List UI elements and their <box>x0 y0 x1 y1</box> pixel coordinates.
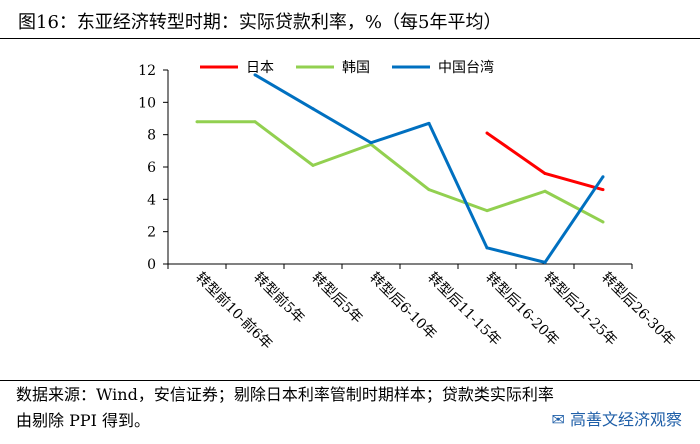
data-point <box>601 188 605 192</box>
x-tick-label: 转型后5年 <box>308 270 365 327</box>
y-tick-label: 4 <box>147 192 156 208</box>
data-point <box>253 73 257 77</box>
source-line-2: 由剔除 PPI 得到。 <box>16 411 151 430</box>
data-point <box>253 120 257 124</box>
data-point <box>369 141 373 145</box>
data-point <box>485 131 489 135</box>
data-point <box>311 163 315 167</box>
legend-label: 中国台湾 <box>438 59 494 76</box>
source-note: 数据来源：Wind，安信证券；剔除日本利率管制时期样本；贷款类实际利率 由剔除 … <box>16 382 686 434</box>
x-tick-label: 转型前5年 <box>250 269 308 327</box>
top-rule <box>0 38 700 39</box>
source-line-1: 数据来源：Wind，安信证券；剔除日本利率管制时期样本；贷款类实际利率 <box>16 385 554 404</box>
data-point <box>311 107 315 111</box>
series-line <box>486 131 604 192</box>
series-line <box>254 73 605 264</box>
legend-label: 韩国 <box>342 60 370 76</box>
y-tick-label: 0 <box>147 257 156 273</box>
data-point <box>485 246 489 250</box>
data-point <box>543 260 547 264</box>
data-point <box>195 120 199 124</box>
data-point <box>543 189 547 193</box>
data-point <box>427 188 431 192</box>
series-line <box>197 120 604 224</box>
y-tick-label: 8 <box>147 128 156 144</box>
y-tick-label: 12 <box>138 63 156 79</box>
bottom-rule <box>0 380 700 381</box>
data-point <box>485 209 489 213</box>
y-tick-label: 2 <box>147 225 156 241</box>
data-point <box>601 220 605 224</box>
watermark: ✉ 高善文经济观察 <box>551 406 682 430</box>
chart-title: 图16：东亚经济转型时期：实际贷款利率，%（每5年平均） <box>18 12 502 33</box>
watermark-text: 高善文经济观察 <box>569 410 682 429</box>
wechat-icon: ✉ <box>551 410 565 429</box>
legend-label: 日本 <box>246 60 274 76</box>
data-point <box>601 175 605 179</box>
data-point <box>543 171 547 175</box>
y-tick-label: 6 <box>147 160 156 176</box>
y-tick-label: 10 <box>138 95 156 111</box>
data-point <box>427 121 431 125</box>
